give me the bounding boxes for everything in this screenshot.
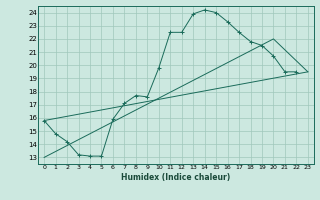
X-axis label: Humidex (Indice chaleur): Humidex (Indice chaleur) — [121, 173, 231, 182]
